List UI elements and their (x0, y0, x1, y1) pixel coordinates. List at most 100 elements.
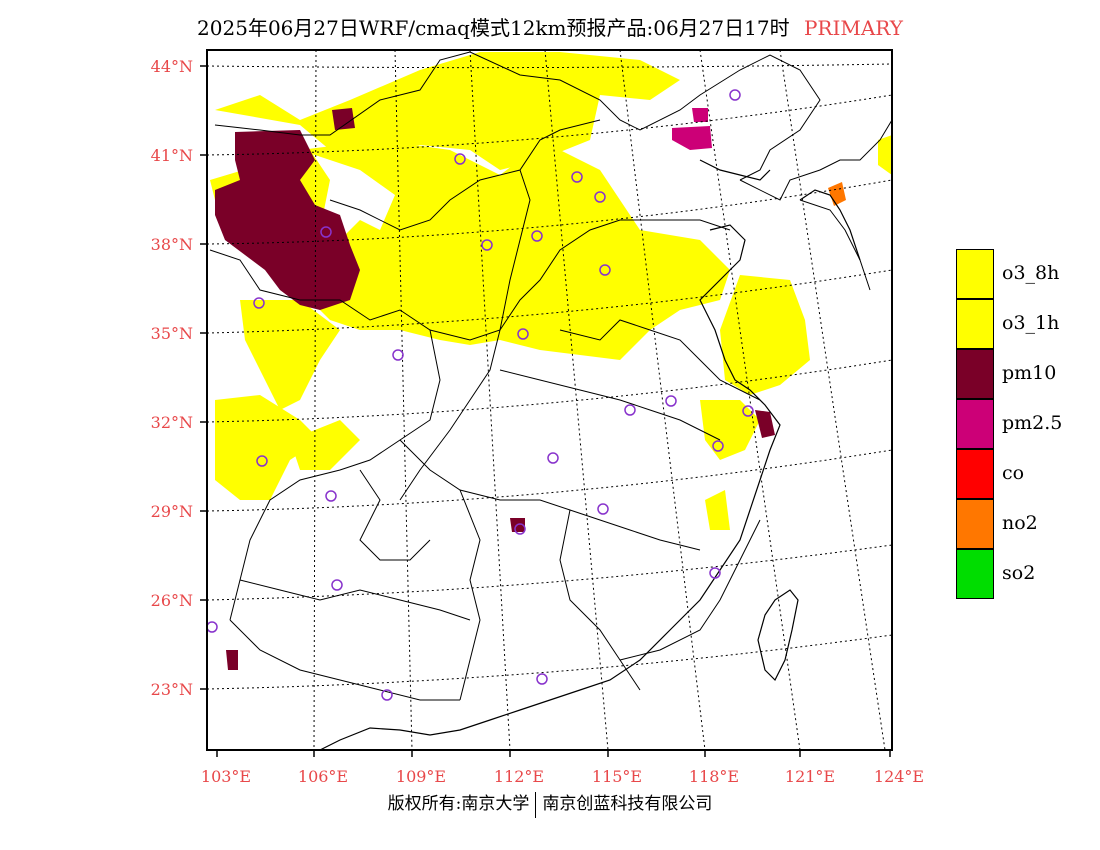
border-line (399, 169, 531, 501)
province-borders (209, 51, 893, 701)
lat-label: 23°N (151, 680, 193, 699)
lat-line-32 (206, 359, 893, 423)
o3-region-west (240, 300, 340, 410)
no2-region-layer (828, 182, 846, 206)
o3-region-korea (878, 135, 892, 175)
lat-label: 44°N (151, 57, 193, 76)
legend-item-pm25: pm2.5 (956, 399, 1076, 449)
station-marker (331, 579, 343, 591)
lon-line-124 (779, 49, 886, 751)
tick-marks (200, 65, 891, 757)
border-line (229, 329, 441, 621)
station-marker (571, 171, 583, 183)
graticule (206, 49, 893, 751)
border-line (399, 439, 701, 551)
lat-label: 32°N (151, 413, 193, 432)
legend-label: so2 (1002, 562, 1036, 584)
station-marker (514, 523, 526, 535)
station-marker (709, 567, 721, 579)
lat-line-29 (206, 449, 893, 512)
legend-swatch (956, 549, 994, 599)
pm10-region-shanghai (755, 410, 775, 438)
lon-label: 103°E (201, 767, 251, 786)
lat-label: 29°N (151, 502, 193, 521)
legend-swatch (956, 299, 994, 349)
copyright-company: 南京创蓝科技有限公司 (542, 794, 713, 814)
border-line (209, 219, 731, 341)
lat-line-38 (206, 179, 893, 245)
lon-label: 106°E (298, 767, 348, 786)
o3-region-sichuan (290, 420, 360, 470)
lat-labels: 44°N 41°N 38°N 35°N 32°N 29°N 26°N 23°N (151, 57, 193, 699)
station-marker (325, 490, 337, 502)
lon-label: 115°E (592, 767, 642, 786)
border-line (559, 319, 761, 401)
legend-item-co: co (956, 449, 1076, 499)
lat-line-41 (206, 94, 893, 156)
station-marker (624, 404, 636, 416)
pm10-region-inner-mongolia (215, 130, 360, 310)
station-marker (597, 503, 609, 515)
legend-swatch (956, 449, 994, 499)
border-line (619, 519, 761, 661)
legend-item-o3-8h: o3_8h (956, 249, 1076, 299)
station-marker (536, 673, 548, 685)
lon-label: 112°E (494, 767, 544, 786)
station-marker (742, 405, 754, 417)
station-markers (206, 89, 754, 701)
station-marker (517, 328, 529, 340)
station-marker (454, 153, 466, 165)
station-marker (206, 621, 218, 633)
o3-region-southwest (215, 395, 320, 500)
legend-item-pm10: pm10 (956, 349, 1076, 399)
map-title: 2025年06月27日WRF/cmaq模式12km预报产品:06月27日17时 … (0, 12, 1100, 41)
lat-label: 41°N (151, 146, 193, 165)
station-marker (256, 455, 268, 467)
legend-swatch (956, 399, 994, 449)
pollutant-legend: o3_8h o3_1h pm10 pm2.5 co no2 so2 (956, 249, 1076, 599)
pm25-region-layer (672, 108, 712, 150)
legend-item-no2: no2 (956, 499, 1076, 549)
lat-line-26 (206, 544, 893, 601)
pm25-region-northeast (692, 108, 708, 122)
legend-item-o3-1h: o3_1h (956, 299, 1076, 349)
station-marker (381, 689, 393, 701)
lon-line-112 (469, 49, 511, 751)
legend-label: no2 (1002, 512, 1038, 534)
station-marker (594, 191, 606, 203)
lat-line-35 (206, 269, 893, 334)
o3-region-layer (210, 52, 892, 530)
border-line (214, 51, 471, 136)
station-marker (665, 395, 677, 407)
border-line (359, 469, 431, 561)
border-line (499, 369, 721, 441)
lon-label: 121°E (785, 767, 835, 786)
border-line (329, 119, 601, 231)
coastline-bohai (699, 159, 771, 181)
legend-label: co (1002, 462, 1025, 484)
lon-line-106 (313, 49, 317, 751)
lon-line-115 (544, 49, 609, 751)
station-marker (547, 452, 559, 464)
border-line (559, 509, 641, 691)
legend-label: o3_1h (1002, 312, 1060, 334)
legend-label: pm10 (1002, 362, 1057, 384)
coastline-taiwan (757, 589, 799, 682)
lat-label: 38°N (151, 235, 193, 254)
pm10-region-north-patch (332, 108, 355, 130)
o3-region-yangtze (700, 400, 760, 460)
station-marker (599, 264, 611, 276)
primary-tag: PRIMARY (803, 16, 903, 40)
copyright-owner: 版权所有:南京大学 (387, 794, 530, 814)
lon-label: 109°E (396, 767, 446, 786)
no2-region-korea (828, 182, 846, 206)
footer-divider (535, 791, 537, 818)
lat-label: 26°N (151, 591, 193, 610)
title-text: 2025年06月27日WRF/cmaq模式12km预报产品:06月27日17时 (197, 16, 790, 40)
coastline-mainland (319, 224, 781, 751)
station-marker (712, 440, 724, 452)
legend-swatch (956, 499, 994, 549)
station-marker (320, 226, 332, 238)
o3-region-coast-south (705, 490, 730, 530)
